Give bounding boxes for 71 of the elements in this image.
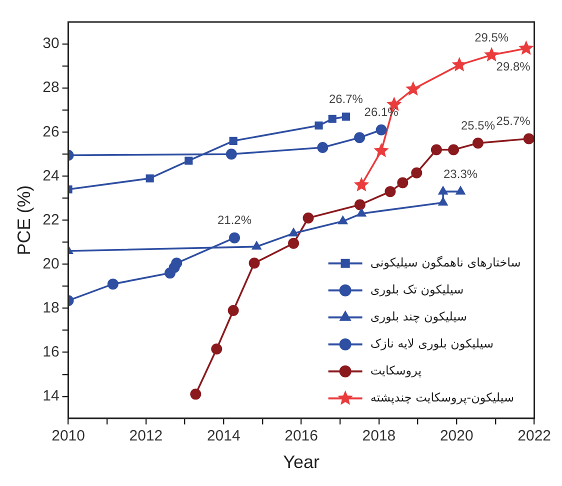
data-label: 23.3% (444, 166, 478, 181)
point (211, 344, 222, 355)
point (354, 132, 366, 144)
data-label: 25.5% (460, 118, 496, 132)
point (229, 136, 238, 145)
point (397, 177, 408, 188)
y-tick-label: 24 (42, 167, 60, 184)
point (430, 144, 442, 156)
legend-label: ساختارهای ناهمگون سیلیکونی (370, 256, 521, 270)
point (248, 258, 260, 269)
x-tick-label: 2020 (440, 428, 474, 445)
point (229, 232, 240, 244)
point (374, 142, 389, 158)
point (456, 186, 466, 195)
y-tick-label: 26 (42, 123, 60, 140)
y-tick-label: 22 (42, 211, 60, 228)
point (107, 278, 118, 290)
legend-label: پروسکایت (370, 364, 422, 378)
x-tick-label: 2012 (129, 428, 163, 445)
point (288, 228, 298, 236)
point (317, 142, 328, 154)
point (354, 199, 366, 210)
data-label: 29.8% (496, 60, 531, 74)
point (484, 47, 500, 62)
point (411, 167, 422, 178)
point (452, 56, 467, 72)
point (328, 114, 336, 123)
point (184, 156, 193, 165)
x-tick-label: 2010 (52, 428, 85, 445)
point (146, 174, 154, 182)
y-tick-label: 14 (42, 388, 60, 405)
point (472, 138, 484, 149)
y-tick-label: 18 (42, 299, 60, 316)
data-label: 25.7% (496, 114, 531, 128)
point (518, 40, 534, 55)
y-tick-label: 16 (42, 343, 60, 360)
legend-label: سیلیکون-پروسکایت چندپشته (370, 390, 514, 405)
x-tick-label: 2022 (518, 428, 552, 445)
data-label: 21.2% (217, 213, 252, 228)
x-tick-label: 2018 (362, 428, 396, 445)
point (354, 176, 370, 192)
point (356, 208, 366, 217)
point (448, 144, 460, 156)
y-axis-title: PCE (%) (14, 185, 34, 256)
point (252, 241, 262, 250)
legend-label: سیلیکون چند بلوری (370, 310, 467, 324)
y-tick-label: 28 (42, 79, 60, 96)
point (288, 238, 300, 249)
point (226, 148, 237, 160)
point (338, 216, 348, 224)
x-axis-title: Year (283, 452, 320, 472)
point (438, 197, 448, 206)
point (228, 304, 239, 316)
legend-label: سیلیکون بلوری لایه نازک (370, 336, 494, 351)
data-label: 29.5% (474, 30, 509, 44)
point (523, 133, 534, 144)
point (384, 186, 396, 198)
point (314, 121, 323, 130)
legend-label: سیلیکون تک بلوری (370, 282, 464, 297)
x-tick-label: 2016 (284, 428, 318, 445)
point (406, 81, 421, 96)
y-tick-label: 30 (42, 35, 60, 52)
point (438, 186, 448, 195)
point (302, 212, 314, 224)
point (190, 388, 202, 400)
y-tick-label: 20 (42, 255, 60, 272)
point (376, 124, 387, 136)
point (171, 258, 182, 269)
x-tick-label: 2014 (206, 428, 240, 445)
point (342, 112, 350, 121)
data-label: 26.7% (328, 92, 364, 106)
